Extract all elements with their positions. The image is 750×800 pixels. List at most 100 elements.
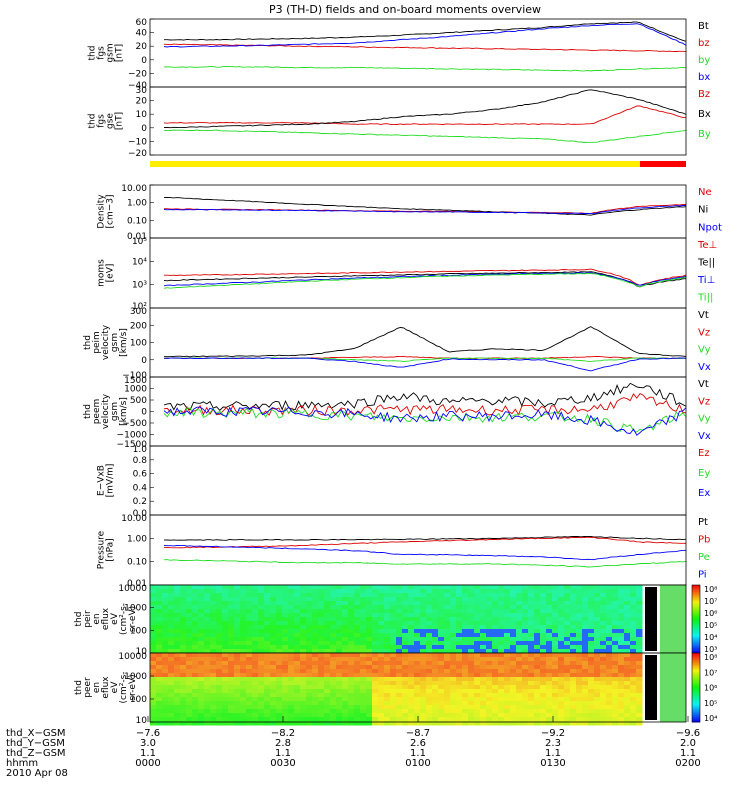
series-line-bx — [163, 23, 687, 48]
legend-entry: Vz — [698, 396, 710, 407]
y-tick-label: 60 — [136, 18, 148, 28]
x-axis-table: thd_X−GSM −7.6 −8.2 −8.7 −9.2 −9.6 thd_Y−GSM 3.… — [6, 716, 701, 769]
x-axis-value: 1.1 — [275, 748, 291, 759]
panel-8: Pt Pb Pe Pi 10.00 1.00 0.10 0.01 Pressure[nPa] — [97, 514, 711, 589]
colorbar-tick: 10⁵ — [704, 621, 717, 630]
spectrogram — [150, 585, 643, 654]
y-tick-label: 1.00 — [127, 199, 147, 209]
panel-4: Te⊥ Te|| Ti⊥ Ti|| 10⁵ 10⁴ 10³ 10² moms[eV] — [97, 237, 718, 312]
x-axis-value: −9.2 — [541, 728, 565, 739]
y-tick-label: 1.00 — [127, 534, 147, 544]
y-axis-label: Pressure[nPa] — [97, 530, 116, 569]
colorbar-tick: 10³ — [704, 645, 717, 654]
legend-entry: Pt — [698, 517, 708, 528]
y-tick-label: 1000 — [124, 672, 147, 682]
x-axis-row-label: hhmm — [6, 758, 38, 769]
y-tick-label: 10⁴ — [132, 257, 147, 267]
legend-entry: Vy — [698, 414, 711, 425]
y-tick-label: 0.10 — [127, 558, 147, 568]
x-axis-value: 0200 — [675, 758, 700, 769]
series-line-vx — [163, 357, 687, 372]
legend-entry: Npot — [698, 222, 722, 233]
x-axis-value: 2.8 — [275, 738, 291, 749]
y-axis-label: thdpeimvelocitygsm[km/s] — [83, 324, 129, 360]
series-line-ne — [164, 204, 687, 214]
legend-entry: Pe — [698, 552, 710, 563]
colorbar-tick: 10⁷ — [704, 597, 717, 606]
spectrogram — [150, 653, 643, 726]
y-tick-label: 0 — [141, 356, 147, 366]
y-tick-label: 100 — [130, 626, 147, 636]
series-line-pi — [163, 544, 687, 561]
panel-frame — [149, 18, 687, 88]
panel-5: Vt Vz Vy Vx 300 200 100 0 −100 thdpeimvelocitygsm… — [83, 307, 711, 381]
series-line-ni — [163, 196, 687, 216]
colorbar-tick: 10⁴ — [704, 714, 717, 723]
legend-entry: Vt — [698, 310, 709, 321]
legend-entry: Ey — [698, 468, 710, 479]
legend-entry: Ti|| — [697, 293, 713, 304]
y-axis-label: thdpeemvelocitygsm[km/s] — [83, 393, 129, 429]
colorbar-tick: 10⁶ — [704, 684, 717, 693]
y-axis-label: E−VxB[mV/m] — [97, 464, 116, 498]
y-tick-label: −10 — [128, 137, 147, 147]
x-axis-value: −8.2 — [271, 728, 295, 739]
figure-title: P3 (TH-D) fields and on-board moments ov… — [269, 3, 541, 16]
y-tick-label: 0.01 — [127, 579, 147, 589]
y-tick-label: 10 — [136, 716, 148, 726]
y-axis-label: thdfgsgse[nT] — [88, 112, 125, 130]
y-tick-label: 0.0 — [133, 509, 148, 519]
y-tick-label: 100 — [130, 695, 147, 705]
x-axis-value: 1.1 — [140, 748, 156, 759]
series-line-bz — [163, 105, 687, 125]
x-axis-value: 0000 — [135, 758, 160, 769]
data-gap — [645, 587, 657, 651]
legend-entry: Te|| — [697, 258, 715, 269]
y-tick-label: −1000 — [117, 431, 148, 441]
colorbar-tick: 10⁵ — [704, 699, 717, 708]
series-line-pe — [163, 559, 687, 568]
y-tick-label: −20 — [128, 69, 147, 79]
y-tick-label: 10⁵ — [132, 237, 147, 247]
panel-10: 10⁸ 10⁷ 10⁶ 10⁵ 10⁴ 10000 1000 100 10 thdpeerenef… — [74, 652, 717, 726]
y-tick-label: 0.01 — [127, 232, 147, 242]
legend-entry: Ti⊥ — [697, 275, 715, 286]
y-tick-label: −20 — [128, 149, 147, 159]
x-axis-row-label: thd_X−GSM — [6, 728, 66, 739]
series-line-vt — [163, 382, 687, 411]
y-tick-label: 40 — [136, 29, 148, 39]
spectrogram-tail — [660, 585, 686, 653]
legend-entry: Ex — [698, 488, 710, 499]
series-line-ti — [163, 272, 687, 289]
series-line-ti — [163, 272, 687, 287]
y-tick-label: 10.00 — [121, 184, 147, 194]
legend-entry: By — [698, 129, 711, 140]
legend-entry: Vt — [698, 379, 709, 390]
legend-entry: Vz — [698, 327, 710, 338]
x-axis-value: 2.0 — [680, 738, 696, 749]
y-tick-label: 1500 — [124, 376, 147, 386]
x-axis-value: −7.6 — [136, 728, 160, 739]
series-line-pt — [163, 535, 687, 541]
colorbar: 10⁸ 10⁷ 10⁶ 10⁵ 10⁴ — [691, 652, 717, 723]
series-line-bx — [164, 89, 687, 129]
series-line-pb — [164, 536, 686, 549]
colorbar-tick: 10⁷ — [704, 668, 717, 677]
x-axis-value: 0030 — [270, 758, 295, 769]
y-tick-label: 500 — [130, 396, 147, 406]
legend-entry: Ni — [698, 205, 708, 216]
y-tick-label: 10³ — [132, 281, 147, 291]
x-axis-row-label: thd_Y−GSM — [6, 738, 65, 749]
x-axis-row-label: thd_Z−GSM — [6, 748, 66, 759]
status-bar-yellow — [150, 161, 640, 167]
y-tick-label: 10000 — [118, 584, 147, 594]
y-tick-label: 1000 — [124, 385, 147, 395]
legend-entry: Vy — [698, 345, 711, 356]
y-tick-label: 1000 — [124, 604, 147, 614]
legend-entry: Vx — [698, 431, 711, 442]
panels: Btbzbybx6040200−20−40thdfgsgsm[nT]BzBxBy… — [74, 18, 722, 726]
y-tick-label: 0 — [141, 124, 147, 134]
series-line-bz — [163, 43, 687, 53]
x-axis-value: 2.6 — [410, 738, 426, 749]
colorbar: 10⁸ 10⁷ 10⁶ 10⁵ 10⁴ 10³ — [691, 584, 717, 654]
